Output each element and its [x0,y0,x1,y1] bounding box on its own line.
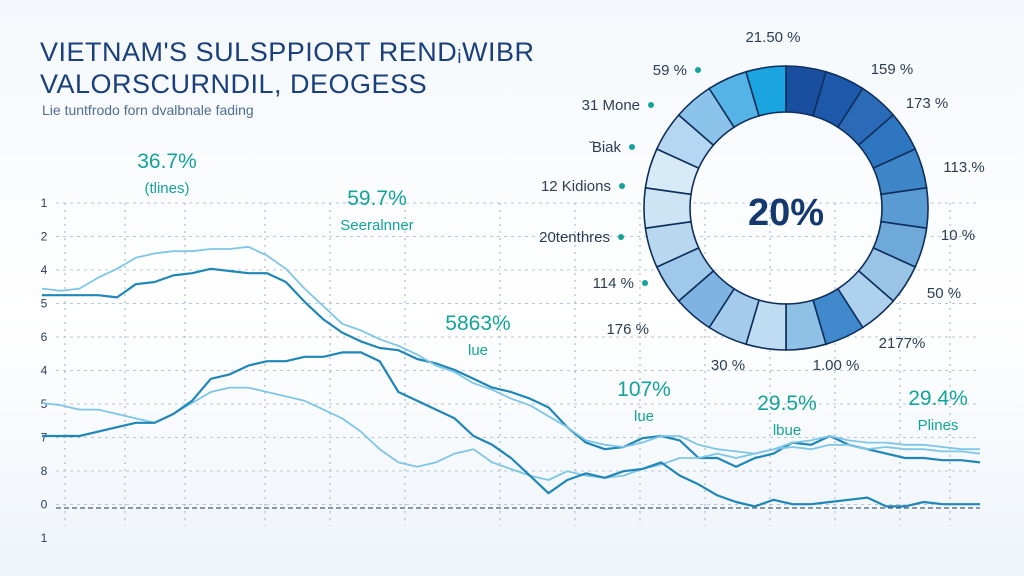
series-layer [41,245,981,508]
donut-label: 173 % [906,95,949,112]
donut-label: 10 % [941,227,975,244]
y-tick-label: 7 [41,431,48,445]
y-tick-label: 8 [41,464,48,478]
annotation-label: Seeralnner [340,217,413,234]
label-dot [642,280,648,286]
slice-layer [643,65,929,351]
chart-title: VIETNAM'S SULSPPIORT RENDᵢWIBR VALORSCUR… [40,36,535,100]
donut-label: 2177% [879,335,926,352]
donut-label: ᷈Biak [588,139,622,156]
donut-label: 114 % [593,275,634,292]
annotation-value: 107% [617,378,671,401]
annotation-label: lbue [773,422,801,439]
y-tick-label: 1 [41,196,48,210]
donut-label: 159 % [871,61,914,78]
annotation-label: lue [468,342,488,359]
series-line-lower-light [41,386,981,481]
donut-label: 50 % [927,285,961,302]
annotation-layer: 36.7% (tlines) 59.7% Seeralnner 5863% lue 107%… [137,150,968,439]
label-dot [619,183,625,189]
label-dot [695,67,701,73]
title-line-2: VALORSCURNDIL, DEOGESS [40,69,428,99]
y-tick-label: 1 [41,531,48,545]
donut-slice [745,65,787,117]
annotation-value: 5863% [445,312,510,335]
donut-label: 59 % [653,62,687,79]
annotation-label: (tlines) [144,180,189,197]
donut-label: 21.50 % [745,29,800,46]
series-line-upper-light [41,245,980,455]
label-dot [648,102,654,108]
donut-label: 20tenthres [539,229,610,246]
y-tick-label: 0 [41,498,48,512]
donut-label: 31 Mone [582,97,640,114]
annotation-value: 59.7% [347,187,407,210]
y-tick-label: 4 [41,263,48,277]
donut-center-label: 20% [748,192,824,234]
series-line-upper-dark [42,267,981,468]
donut-label: 1.00 % [813,357,860,374]
annotation-value: 29.5% [757,392,817,415]
annotation-value: 36.7% [137,150,197,173]
annotation-value: 29.4% [908,387,968,410]
y-tick-label: 4 [41,364,48,378]
annotation-label: lue [634,408,654,425]
chart-subtitle: Lie tuntfrodo forn dvalbnale fading [42,102,254,118]
y-tick-label: 5 [41,297,48,311]
donut-label: 12 Kidions [541,178,611,195]
title-line-1: VIETNAM'S SULSPPIORT RENDᵢWIBR [40,37,535,67]
series-line-lower-dark [42,351,980,508]
donut-label: 176 % [606,321,649,338]
donut-chart: 20% 21.50 % 159 % 173 % 113.% 10 % 50 % 2177% 1… [539,29,985,374]
label-dot [629,144,635,150]
annotation-label: Plines [918,417,959,434]
y-tick-label: 6 [41,330,48,344]
y-tick-label: 2 [41,230,48,244]
donut-label: 113.% [943,159,984,176]
donut-label-layer: 21.50 % 159 % 173 % 113.% 10 % 50 % 2177% 1.00 … [539,29,985,374]
label-dot [618,234,624,240]
donut-label: 30 % [711,357,745,374]
